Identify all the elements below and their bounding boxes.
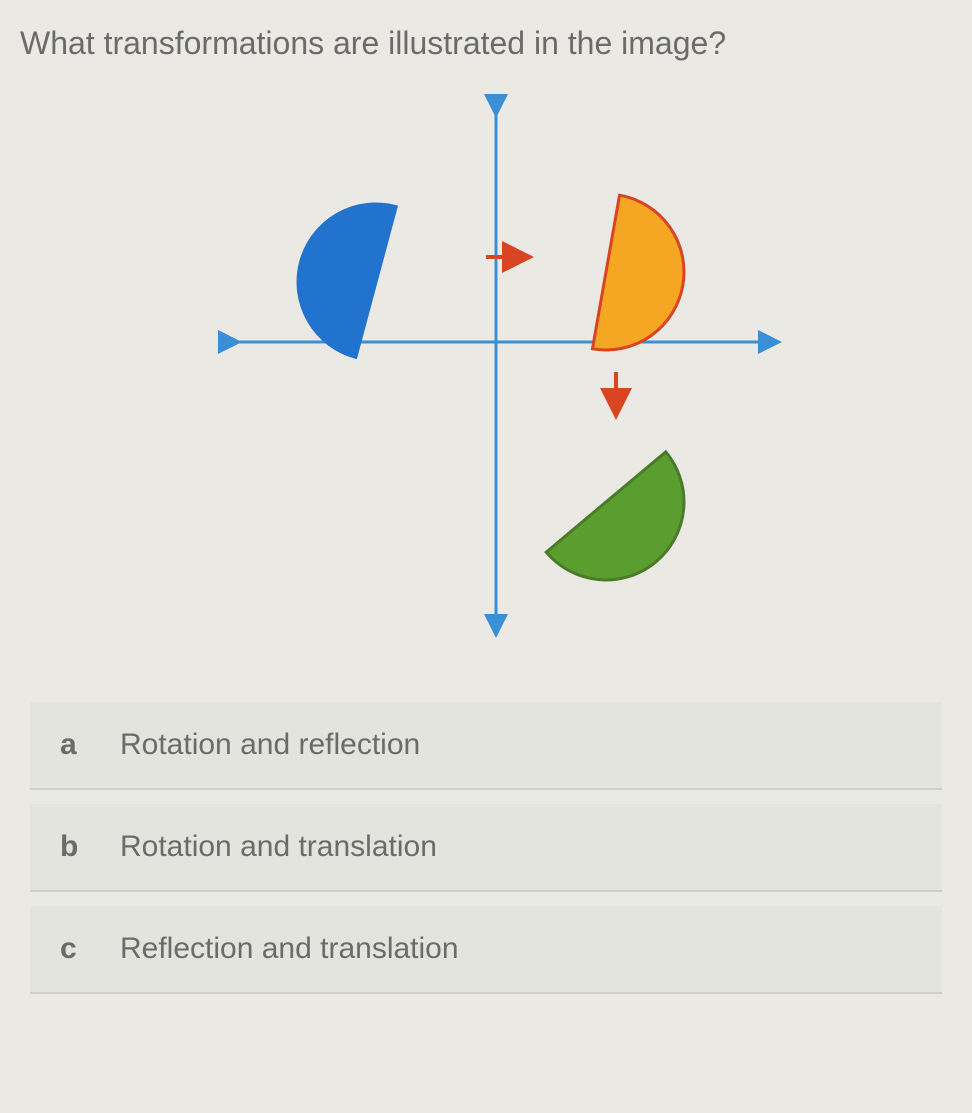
answer-letter: a xyxy=(60,728,120,762)
answers-container: a Rotation and reflection b Rotation and… xyxy=(0,672,972,994)
answer-letter: c xyxy=(60,932,120,966)
answer-letter: b xyxy=(60,830,120,864)
answer-option-c[interactable]: c Reflection and translation xyxy=(30,906,942,994)
answer-text: Rotation and reflection xyxy=(120,728,420,762)
transformation-diagram xyxy=(176,92,796,652)
diagram-area xyxy=(0,72,972,672)
question-text: What transformations are illustrated in … xyxy=(0,0,972,72)
answer-option-b[interactable]: b Rotation and translation xyxy=(30,804,942,892)
answer-text: Rotation and translation xyxy=(120,830,437,864)
answer-text: Reflection and translation xyxy=(120,932,459,966)
answer-option-a[interactable]: a Rotation and reflection xyxy=(30,702,942,790)
